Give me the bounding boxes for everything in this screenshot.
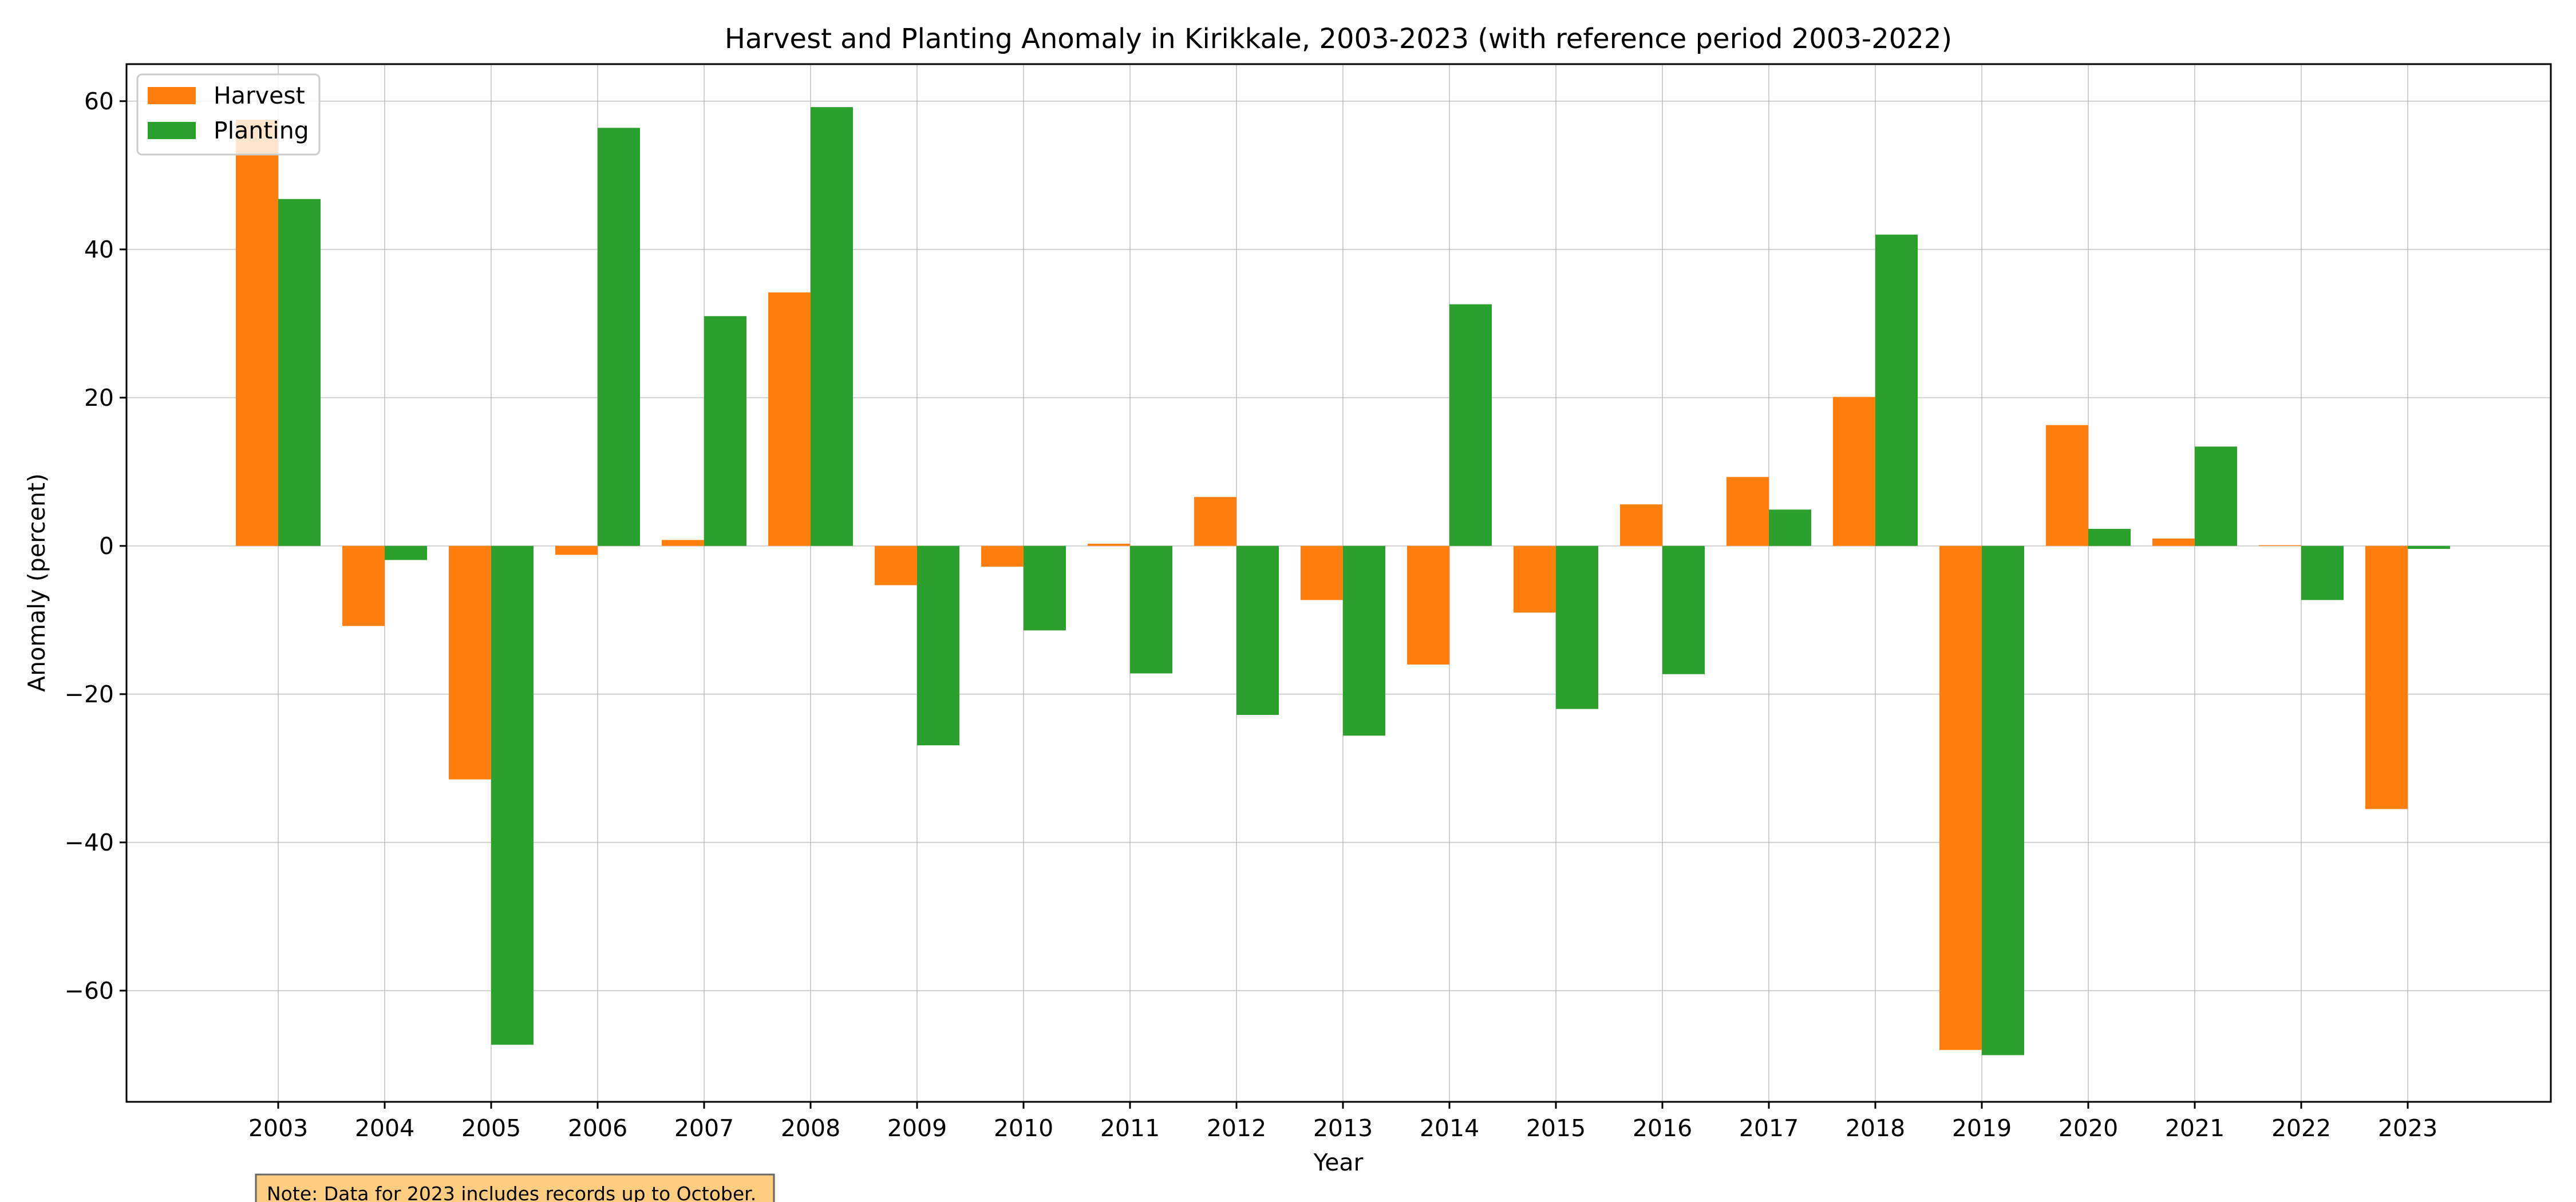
y-axis: −60 −40 −20 0 20 40 60 xyxy=(64,88,127,1005)
bar-planting-2015 xyxy=(1556,545,1598,709)
y-tick-label: −60 xyxy=(64,977,114,1005)
bar-harvest-2021 xyxy=(2152,538,2195,546)
bar-harvest-2020 xyxy=(2046,425,2088,546)
bar-planting-2022 xyxy=(2301,545,2344,600)
footnote: Note: Data for 2023 includes records up … xyxy=(255,1173,775,1202)
bar-harvest-2019 xyxy=(1939,545,1982,1050)
bar-harvest-2007 xyxy=(662,540,704,546)
x-tick-label: 2022 xyxy=(2271,1114,2331,1142)
bar-planting-2023 xyxy=(2408,545,2450,549)
y-tick-label: −20 xyxy=(64,681,114,708)
bar-planting-2005 xyxy=(491,545,534,1045)
x-tick-label: 2012 xyxy=(1207,1114,1266,1142)
legend: Harvest Planting xyxy=(136,73,321,156)
x-tick-label: 2008 xyxy=(781,1114,840,1142)
x-axis: 2003 2004 2005 2006 2007 2008 2009 2010 2011 2012… xyxy=(248,1102,2437,1142)
bar-harvest-2017 xyxy=(1726,477,1769,546)
bar-harvest-2011 xyxy=(1088,543,1130,546)
bar-harvest-2005 xyxy=(449,545,491,780)
bar-planting-2013 xyxy=(1343,545,1385,736)
bar-harvest-2010 xyxy=(981,545,1024,567)
bar-harvest-2008 xyxy=(768,292,811,546)
x-tick-label: 2004 xyxy=(355,1114,414,1142)
bar-harvest-2006 xyxy=(555,545,598,555)
x-tick-label: 2013 xyxy=(1313,1114,1373,1142)
y-tick-label: −40 xyxy=(64,829,114,856)
x-tick-label: 2015 xyxy=(1526,1114,1586,1142)
bar-planting-2016 xyxy=(1662,545,1705,674)
legend-swatch-planting xyxy=(148,122,196,139)
y-axis-label: Anomaly (percent) xyxy=(23,473,50,692)
bar-planting-2019 xyxy=(1982,545,2024,1055)
x-tick-label: 2009 xyxy=(887,1114,947,1142)
bar-planting-2020 xyxy=(2088,528,2131,546)
legend-label-planting: Planting xyxy=(214,117,309,144)
bar-harvest-2023 xyxy=(2365,545,2408,809)
bar-planting-2017 xyxy=(1769,509,1811,546)
x-tick-label: 2007 xyxy=(674,1114,734,1142)
chart-title: Harvest and Planting Anomaly in Kirikkal… xyxy=(725,23,1952,55)
bar-harvest-2009 xyxy=(875,545,917,586)
bar-harvest-2012 xyxy=(1194,497,1236,546)
bar-planting-2018 xyxy=(1875,234,1918,546)
bar-harvest-2018 xyxy=(1833,397,1875,546)
plot-frame xyxy=(125,63,2552,1103)
legend-swatch-harvest xyxy=(148,87,196,104)
bar-planting-2006 xyxy=(598,128,640,546)
bar-planting-2008 xyxy=(811,107,853,546)
bar-harvest-2016 xyxy=(1620,504,1662,546)
bar-planting-2021 xyxy=(2195,446,2237,546)
bar-planting-2012 xyxy=(1236,545,1279,715)
bar-planting-2007 xyxy=(704,316,746,546)
bar-harvest-2014 xyxy=(1407,545,1449,665)
x-tick-label: 2010 xyxy=(994,1114,1053,1142)
bar-harvest-2004 xyxy=(342,545,385,626)
bar-harvest-2003 xyxy=(236,120,278,546)
bar-planting-2009 xyxy=(917,545,959,746)
bar-harvest-2015 xyxy=(1514,545,1556,613)
x-tick-label: 2023 xyxy=(2378,1114,2437,1142)
footnote-box xyxy=(255,1173,775,1202)
bar-planting-2014 xyxy=(1449,304,1492,546)
x-tick-label: 2019 xyxy=(1952,1114,2012,1142)
y-tick-label: 60 xyxy=(84,88,114,115)
footnote-text: Note: Data for 2023 includes records up … xyxy=(267,1183,756,1202)
bar-planting-2003 xyxy=(278,199,321,546)
legend-label-harvest: Harvest xyxy=(214,82,305,109)
x-tick-label: 2011 xyxy=(1100,1114,1160,1142)
y-tick-label: 20 xyxy=(84,384,114,412)
x-tick-label: 2006 xyxy=(568,1114,627,1142)
x-tick-label: 2005 xyxy=(461,1114,521,1142)
bar-harvest-2013 xyxy=(1301,545,1343,600)
x-tick-label: 2003 xyxy=(248,1114,308,1142)
bar-planting-2011 xyxy=(1130,545,1172,674)
bar-planting-2004 xyxy=(385,545,427,560)
x-tick-label: 2018 xyxy=(1846,1114,1905,1142)
x-axis-label: Year xyxy=(1313,1149,1364,1176)
y-tick-label: 40 xyxy=(84,236,114,263)
x-tick-label: 2014 xyxy=(1420,1114,1479,1142)
bars xyxy=(236,107,2450,1055)
x-tick-label: 2020 xyxy=(2059,1114,2118,1142)
x-tick-label: 2017 xyxy=(1739,1114,1799,1142)
y-tick-label: 0 xyxy=(99,532,114,560)
x-tick-label: 2016 xyxy=(1633,1114,1692,1142)
x-tick-label: 2021 xyxy=(2165,1114,2225,1142)
bar-planting-2010 xyxy=(1024,545,1066,631)
